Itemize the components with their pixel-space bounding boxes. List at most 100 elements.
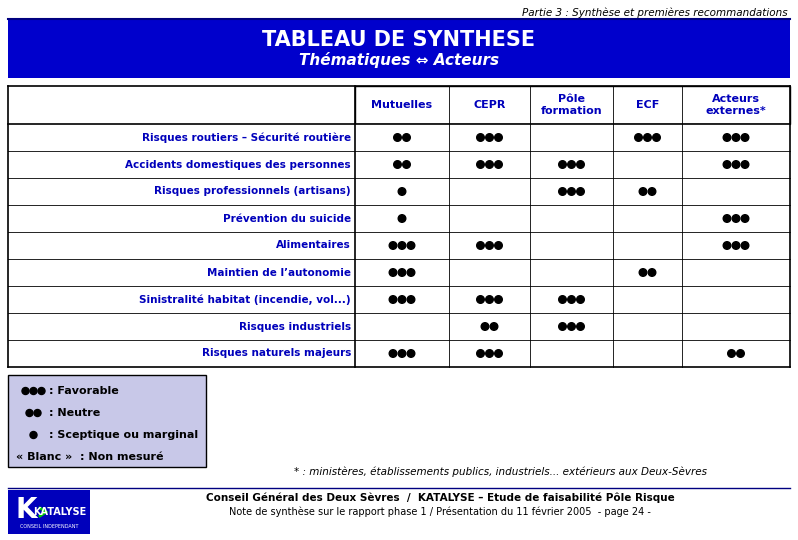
- Circle shape: [577, 161, 584, 168]
- Circle shape: [577, 296, 584, 303]
- Text: : Neutre: : Neutre: [49, 408, 101, 418]
- Circle shape: [495, 242, 502, 249]
- Circle shape: [644, 134, 651, 141]
- Text: ECF: ECF: [636, 100, 659, 110]
- Circle shape: [490, 323, 498, 330]
- Text: : Sceptique ou marginal: : Sceptique ou marginal: [49, 430, 198, 440]
- Circle shape: [559, 188, 567, 195]
- Circle shape: [723, 215, 731, 222]
- Circle shape: [567, 161, 575, 168]
- Circle shape: [486, 161, 493, 168]
- Circle shape: [639, 188, 647, 195]
- Text: Note de synthèse sur le rapport phase 1 / Présentation du 11 février 2005  - pag: Note de synthèse sur le rapport phase 1 …: [229, 507, 651, 517]
- Text: * : ministères, établissements publics, industriels... extérieurs aux Deux-Sèvre: * : ministères, établissements publics, …: [294, 467, 706, 477]
- Text: Accidents domestiques des personnes: Accidents domestiques des personnes: [125, 159, 351, 170]
- Circle shape: [486, 242, 493, 249]
- Circle shape: [389, 269, 397, 276]
- Circle shape: [403, 134, 410, 141]
- FancyBboxPatch shape: [8, 259, 790, 286]
- Circle shape: [559, 323, 567, 330]
- FancyBboxPatch shape: [8, 286, 790, 313]
- Circle shape: [741, 161, 749, 168]
- Text: Risques industriels: Risques industriels: [239, 321, 351, 332]
- Text: Pôle
formation: Pôle formation: [541, 94, 602, 116]
- Text: Conseil Général des Deux Sèvres  /  KATALYSE – Etude de faisabilité Pôle Risque: Conseil Général des Deux Sèvres / KATALY…: [206, 492, 674, 503]
- Circle shape: [407, 350, 415, 357]
- Circle shape: [723, 242, 731, 249]
- FancyBboxPatch shape: [8, 490, 90, 534]
- FancyBboxPatch shape: [8, 313, 790, 340]
- Circle shape: [30, 388, 37, 395]
- Circle shape: [737, 350, 745, 357]
- Text: Risques routiers – Sécurité routière: Risques routiers – Sécurité routière: [142, 132, 351, 143]
- Circle shape: [476, 350, 484, 357]
- Circle shape: [476, 161, 484, 168]
- FancyBboxPatch shape: [355, 86, 790, 124]
- Circle shape: [495, 350, 502, 357]
- Text: Mutuelles: Mutuelles: [371, 100, 433, 110]
- Circle shape: [398, 350, 406, 357]
- Circle shape: [577, 323, 584, 330]
- Circle shape: [559, 296, 567, 303]
- Circle shape: [648, 188, 656, 195]
- Circle shape: [389, 296, 397, 303]
- Circle shape: [393, 134, 401, 141]
- Circle shape: [403, 161, 410, 168]
- Circle shape: [407, 269, 415, 276]
- Circle shape: [741, 134, 749, 141]
- Circle shape: [407, 296, 415, 303]
- Circle shape: [733, 215, 740, 222]
- Circle shape: [34, 409, 41, 416]
- Circle shape: [567, 188, 575, 195]
- Circle shape: [486, 296, 493, 303]
- Text: KATALYSE: KATALYSE: [34, 507, 87, 517]
- FancyBboxPatch shape: [8, 178, 790, 205]
- Circle shape: [733, 161, 740, 168]
- Text: Acteurs
externes*: Acteurs externes*: [705, 94, 766, 116]
- Circle shape: [634, 134, 642, 141]
- Circle shape: [398, 269, 406, 276]
- Text: Maintien de l’autonomie: Maintien de l’autonomie: [207, 267, 351, 278]
- Circle shape: [38, 388, 45, 395]
- Text: CEPR: CEPR: [473, 100, 506, 110]
- Circle shape: [476, 134, 484, 141]
- Circle shape: [26, 409, 33, 416]
- FancyBboxPatch shape: [8, 124, 790, 151]
- Circle shape: [22, 388, 29, 395]
- Text: CONSEIL INDEPENDANT: CONSEIL INDEPENDANT: [20, 523, 78, 529]
- Text: « Blanc »  : Non mesuré: « Blanc » : Non mesuré: [16, 452, 164, 462]
- Text: Prévention du suicide: Prévention du suicide: [223, 213, 351, 224]
- Circle shape: [476, 242, 484, 249]
- Circle shape: [481, 323, 489, 330]
- Text: Partie 3 : Synthèse et premières recommandations: Partie 3 : Synthèse et premières recomma…: [523, 7, 788, 17]
- FancyBboxPatch shape: [8, 205, 790, 232]
- FancyBboxPatch shape: [8, 375, 206, 467]
- Circle shape: [486, 134, 493, 141]
- FancyBboxPatch shape: [8, 151, 790, 178]
- Circle shape: [567, 323, 575, 330]
- Text: Risques professionnels (artisans): Risques professionnels (artisans): [154, 186, 351, 197]
- Circle shape: [495, 134, 502, 141]
- Text: Risques naturels majeurs: Risques naturels majeurs: [202, 348, 351, 359]
- Circle shape: [389, 242, 397, 249]
- Circle shape: [741, 242, 749, 249]
- FancyBboxPatch shape: [8, 340, 790, 367]
- Circle shape: [398, 296, 406, 303]
- Circle shape: [723, 134, 731, 141]
- Circle shape: [559, 161, 567, 168]
- Circle shape: [398, 188, 406, 195]
- Circle shape: [389, 350, 397, 357]
- FancyBboxPatch shape: [8, 232, 790, 259]
- Circle shape: [741, 215, 749, 222]
- Text: Sinistralité habitat (incendie, vol...): Sinistralité habitat (incendie, vol...): [140, 294, 351, 305]
- Circle shape: [723, 161, 731, 168]
- Text: : Favorable: : Favorable: [49, 386, 119, 396]
- Circle shape: [476, 296, 484, 303]
- Circle shape: [733, 242, 740, 249]
- Text: TABLEAU DE SYNTHESE: TABLEAU DE SYNTHESE: [263, 30, 535, 50]
- Circle shape: [407, 242, 415, 249]
- Circle shape: [728, 350, 735, 357]
- Circle shape: [639, 269, 647, 276]
- Circle shape: [398, 242, 406, 249]
- Circle shape: [733, 134, 740, 141]
